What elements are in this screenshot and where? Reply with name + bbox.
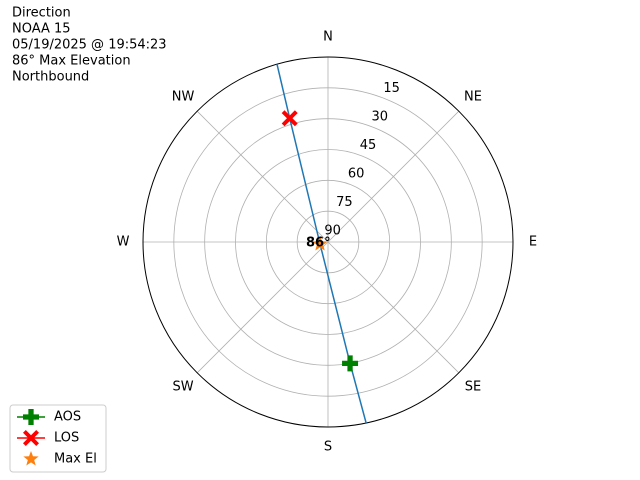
- legend-label: LOS: [54, 431, 79, 446]
- legend-box: [9, 404, 107, 473]
- theta-tick-label: SE: [465, 379, 481, 394]
- title-line: Direction: [12, 6, 71, 21]
- legend-marker: [23, 409, 39, 425]
- r-tick-label: 75: [336, 195, 353, 210]
- grid-ring: [235, 149, 421, 335]
- theta-tick-label: E: [529, 235, 537, 250]
- title-line: 86° Max Elevation: [12, 54, 131, 69]
- grid-ring: [173, 87, 483, 397]
- annotation: 86°: [306, 235, 331, 250]
- legend-marker: [23, 451, 39, 466]
- legend-label: AOS: [54, 410, 81, 425]
- r-tick-label: 15: [383, 81, 400, 96]
- legend: AOS LOS Max El: [9, 404, 107, 473]
- title-line: 05/19/2025 @ 19:54:23: [12, 38, 167, 53]
- grid-ring: [265, 179, 391, 305]
- marker-star: [312, 235, 328, 251]
- theta-tick-label: SW: [172, 379, 193, 394]
- r-tick-label: 60: [348, 166, 365, 181]
- title-line: NOAA 15: [12, 22, 71, 37]
- theta-tick-label: NE: [464, 90, 482, 105]
- marker-plus: [342, 355, 359, 372]
- axis-frame: [142, 56, 514, 428]
- title-line: Northbound: [12, 70, 89, 85]
- marker-x: [281, 110, 298, 127]
- grid-ring: [204, 118, 452, 366]
- theta-tick-label: W: [117, 235, 130, 250]
- theta-tick-label: NW: [172, 90, 195, 105]
- theta-tick-label: S: [324, 440, 332, 455]
- r-tick-label: 45: [360, 138, 377, 153]
- r-tick-label: 30: [372, 109, 389, 124]
- legend-marker: [23, 430, 39, 446]
- legend-label: Max El: [54, 452, 97, 467]
- r-tick-label: 90: [324, 223, 341, 238]
- theta-tick-label: N: [323, 30, 333, 45]
